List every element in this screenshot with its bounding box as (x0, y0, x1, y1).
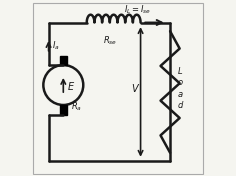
Bar (60, 55, 67, 65)
Text: L
o
a
d: L o a d (178, 67, 183, 110)
Text: $E$: $E$ (67, 80, 75, 92)
Text: $V$: $V$ (131, 83, 140, 95)
Text: $R_a$: $R_a$ (71, 100, 82, 113)
Bar (60, 105, 67, 115)
Text: $R_{se}$: $R_{se}$ (103, 35, 117, 47)
Text: $I_L=I_{se}$: $I_L=I_{se}$ (124, 4, 151, 16)
Text: $I_a$: $I_a$ (52, 40, 60, 52)
